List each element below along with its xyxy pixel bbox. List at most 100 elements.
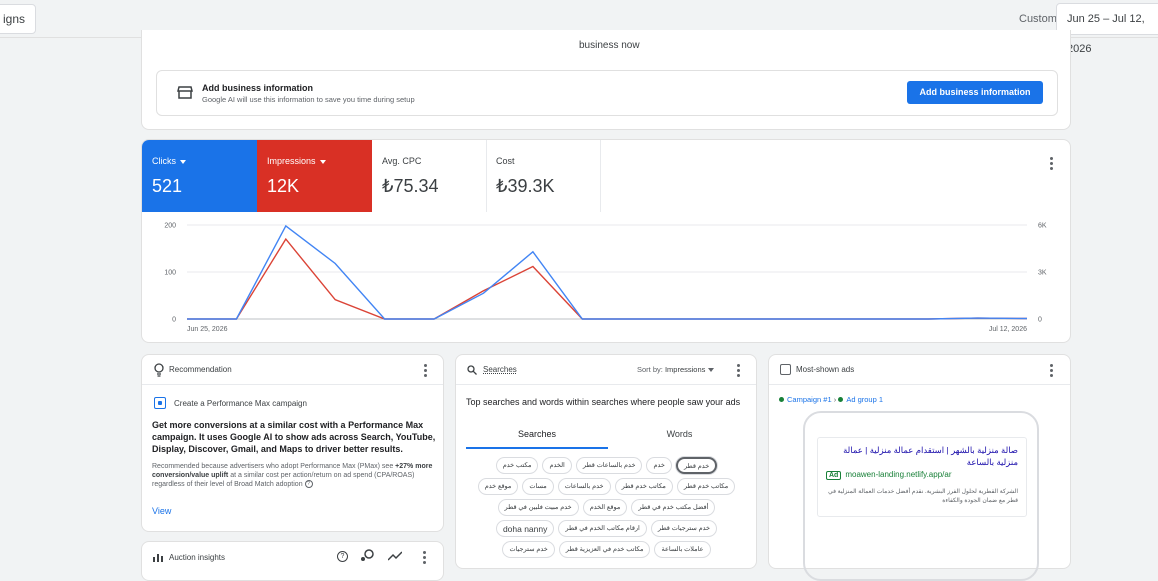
chevron-down-icon xyxy=(319,159,326,164)
search-term-chip[interactable]: أفضل مكتب خدم في قطر xyxy=(631,499,716,516)
tab-searches[interactable]: Searches xyxy=(466,429,608,449)
status-dot-icon xyxy=(779,397,784,402)
search-term-chip[interactable]: doha nanny xyxy=(495,520,555,537)
y-right-tick-label: 0 xyxy=(1038,317,1042,324)
date-range-type-label: Custom xyxy=(1019,13,1057,25)
ad-group-link[interactable]: Ad group 1 xyxy=(846,395,884,404)
trend-line-icon[interactable] xyxy=(388,551,402,561)
most-shown-ads-header: Most-shown ads xyxy=(769,355,1070,385)
campaign-link[interactable]: Campaign #1 xyxy=(787,395,832,404)
ad-description: الشركة القطرية لحلول الفرز البشرية. نقدم… xyxy=(828,489,1018,504)
search-term-chip[interactable]: ارقام مكاتب الخدم في قطر xyxy=(558,520,647,537)
store-icon xyxy=(177,86,193,99)
recommendation-note: Recommended because advertisers who adop… xyxy=(152,462,437,489)
bar-chart-icon xyxy=(153,554,163,562)
ad-badge: Ad xyxy=(826,471,842,480)
metric-avg-cpc-value: ₺75.34 xyxy=(382,176,439,196)
y-right-tick-label: 6K xyxy=(1038,223,1047,230)
campaigns-button[interactable]: igns xyxy=(0,4,37,34)
chip-row: مكتب خدم الخدم خدم بالساعات قطر خدم خدم قطر xyxy=(474,457,739,474)
search-icon xyxy=(467,365,477,375)
view-recommendation-link[interactable]: View xyxy=(152,506,172,516)
metric-cost[interactable]: Cost ₺39.3K xyxy=(486,140,601,212)
search-terms-chips: مكتب خدم الخدم خدم بالساعات قطر خدم خدم قطر م… xyxy=(474,457,739,562)
recommendation-note-bold: +27% more conversion/value uplift xyxy=(152,463,433,479)
business-info-card: business now Add business information Go… xyxy=(141,30,1071,130)
help-icon[interactable]: ? xyxy=(337,551,348,562)
y-left-tick-label: 200 xyxy=(164,223,176,230)
metric-cost-label: Cost xyxy=(496,156,515,166)
metric-cost-value: ₺39.3K xyxy=(496,176,555,196)
y-right-tick-label: 3K xyxy=(1038,270,1047,277)
search-term-chip[interactable]: خدم سترجيات قطر xyxy=(650,520,718,537)
metric-clicks[interactable]: Clicks 521 xyxy=(142,140,257,212)
more-options-icon[interactable] xyxy=(1050,364,1054,378)
search-term-chip[interactable]: خدم مبيت فلبين في قطر xyxy=(497,499,579,516)
recommendation-title: Recommendation xyxy=(169,365,232,374)
performance-max-icon xyxy=(154,397,166,409)
metric-clicks-label: Clicks xyxy=(152,156,176,166)
ad-preview-icon xyxy=(780,364,791,375)
more-options-icon[interactable] xyxy=(423,551,427,565)
searches-title[interactable]: Searches xyxy=(483,365,517,374)
ad-headline: صالة منزلية بالشهر | استقدام عمالة منزلي… xyxy=(843,445,1018,467)
status-dot-icon xyxy=(838,397,844,402)
metric-avg-cpc-label: Avg. CPC xyxy=(382,156,422,166)
more-options-icon[interactable] xyxy=(424,364,428,378)
search-term-chip[interactable]: موقع الخدم xyxy=(582,499,628,516)
x-tick-label: Jun 25, 2026 xyxy=(187,326,228,333)
search-term-chip[interactable]: الخدم xyxy=(542,457,572,474)
add-business-title: Add business information xyxy=(202,83,314,93)
date-range-picker[interactable]: Jun 25 – Jul 12, 2026 xyxy=(1056,3,1158,55)
search-term-chip[interactable]: خدم xyxy=(646,457,672,474)
searches-card: Searches Sort by: Impressions Top search… xyxy=(455,354,757,569)
searches-heading: Top searches and words within searches w… xyxy=(466,397,741,407)
search-term-chip[interactable]: مسات xyxy=(522,478,554,495)
metric-avg-cpc[interactable]: Avg. CPC ₺75.34 xyxy=(372,140,487,212)
search-term-chip[interactable]: خدم بالساعات xyxy=(557,478,611,495)
search-term-chip[interactable]: خدم سترجيات xyxy=(502,541,555,558)
sort-by-dropdown[interactable]: Sort by: Impressions xyxy=(637,365,715,374)
chip-row: خدم سترجيات مكاتب خدم في العزيزية قطر عامل… xyxy=(474,541,739,558)
ad-url-text: moawen-landing.netlify.app/ar xyxy=(845,470,952,479)
search-term-chip[interactable]: موقع خدم xyxy=(477,478,519,495)
ad-display-url: Ad moawen-landing.netlify.app/ar xyxy=(826,470,951,480)
add-business-button[interactable]: Add business information xyxy=(907,81,1043,104)
help-icon[interactable]: ? xyxy=(304,480,313,489)
recommendation-subtitle: Create a Performance Max campaign xyxy=(174,399,307,408)
ad-breadcrumb: Campaign #1 › Ad group 1 xyxy=(779,395,883,404)
search-term-chip[interactable]: خدم بالساعات قطر xyxy=(575,457,643,474)
recommendation-header: Recommendation xyxy=(142,355,443,385)
most-shown-ads-card: Most-shown ads Campaign #1 › Ad group 1 … xyxy=(768,354,1071,581)
search-term-chip[interactable]: مكاتب خدم في العزيزية قطر xyxy=(558,541,651,558)
scatter-chart-icon[interactable] xyxy=(360,549,374,562)
y-left-tick-label: 100 xyxy=(164,270,176,277)
business-prompt-text: business now xyxy=(579,40,640,51)
lightbulb-icon xyxy=(154,363,164,377)
search-term-chip[interactable]: خدم قطر xyxy=(675,457,718,474)
series-line-clicks xyxy=(187,224,1028,320)
metric-impressions[interactable]: Impressions 12K xyxy=(257,140,372,212)
x-tick-label: Jul 12, 2026 xyxy=(989,326,1027,333)
recommendation-card: Recommendation Create a Performance Max … xyxy=(141,354,444,532)
ad-preview[interactable]: صالة منزلية بالشهر | استقدام عمالة منزلي… xyxy=(817,437,1027,517)
more-options-icon[interactable] xyxy=(737,364,741,378)
search-term-chip[interactable]: مكاتب خدم قطر xyxy=(676,478,736,495)
search-term-chip[interactable]: عاملات بالساعة xyxy=(654,541,711,558)
chip-row: موقع خدم مسات خدم بالساعات مكاتب خدم قطر مكا… xyxy=(474,478,739,495)
series-line-impressions xyxy=(187,237,1028,320)
chip-row: خدم مبيت فلبين في قطر موقع الخدم أفضل مكتب… xyxy=(474,499,739,516)
add-business-subtitle: Google AI will use this information to s… xyxy=(202,95,415,104)
searches-header: Searches Sort by: Impressions xyxy=(456,355,756,385)
search-term-chip[interactable]: مكاتب خدم قطر xyxy=(614,478,673,495)
more-options-icon[interactable] xyxy=(1050,157,1054,171)
sort-by-label: Sort by: xyxy=(637,365,663,374)
recommendation-body: Get more conversions at a similar cost w… xyxy=(152,420,436,454)
tab-words[interactable]: Words xyxy=(666,429,693,439)
chevron-down-icon xyxy=(180,159,186,164)
recommendation-note-b: at a similar cost per action/return on a… xyxy=(152,472,415,488)
search-term-chip[interactable]: مكتب خدم xyxy=(495,457,539,474)
recommendation-note-a: Recommended because advertisers who adop… xyxy=(152,463,396,470)
metric-impressions-label: Impressions xyxy=(267,156,316,166)
y-left-tick-label: 0 xyxy=(172,317,176,324)
